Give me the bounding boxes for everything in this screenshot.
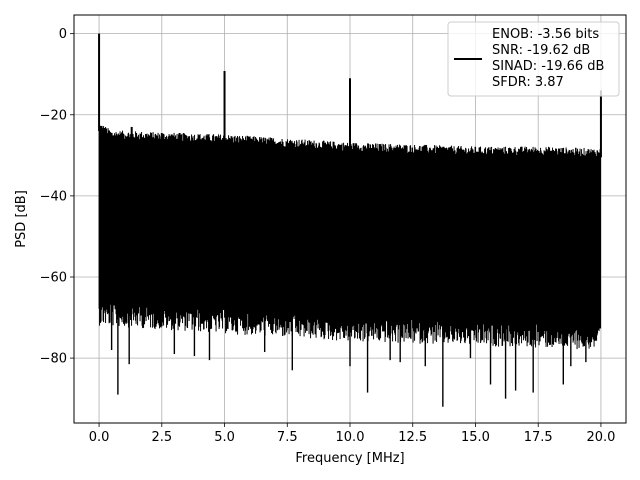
legend-entry-sinad: SINAD: -19.66 dB <box>492 59 604 74</box>
legend: ENOB: -3.56 bits SNR: -19.62 dB SINAD: -… <box>447 21 620 97</box>
x-tick-label: 12.5 <box>398 430 427 445</box>
legend-entry-enob: ENOB: -3.56 bits <box>492 27 599 42</box>
x-tick-label: 0.0 <box>89 430 110 445</box>
x-tick-label: 10.0 <box>336 430 365 445</box>
y-tick-label: −20 <box>40 108 67 123</box>
x-tick-label: 20.0 <box>586 430 615 445</box>
legend-entry-sfdr: SFDR: 3.87 <box>492 75 564 90</box>
legend-entry-snr: SNR: -19.62 dB <box>492 43 590 58</box>
x-tick-label: 5.0 <box>214 430 235 445</box>
axis-ticks: 0.0 2.5 5.0 7.5 10.0 12.5 15.0 17.5 20.0 0 −20 −40 −… <box>40 27 616 445</box>
noise-core <box>99 139 601 314</box>
x-tick-label: 17.5 <box>524 430 553 445</box>
y-tick-label: −60 <box>40 270 67 285</box>
psd-trace <box>98 33 602 407</box>
y-tick-label: 0 <box>59 27 67 42</box>
y-tick-label: −80 <box>40 352 67 367</box>
x-tick-label: 15.0 <box>461 430 490 445</box>
legend-box <box>447 21 620 97</box>
y-axis-label: PSD [dB] <box>14 190 29 248</box>
x-tick-label: 7.5 <box>277 430 298 445</box>
y-tick-label: −40 <box>40 189 67 204</box>
x-axis-label: Frequency [MHz] <box>295 451 404 466</box>
x-tick-label: 2.5 <box>151 430 172 445</box>
